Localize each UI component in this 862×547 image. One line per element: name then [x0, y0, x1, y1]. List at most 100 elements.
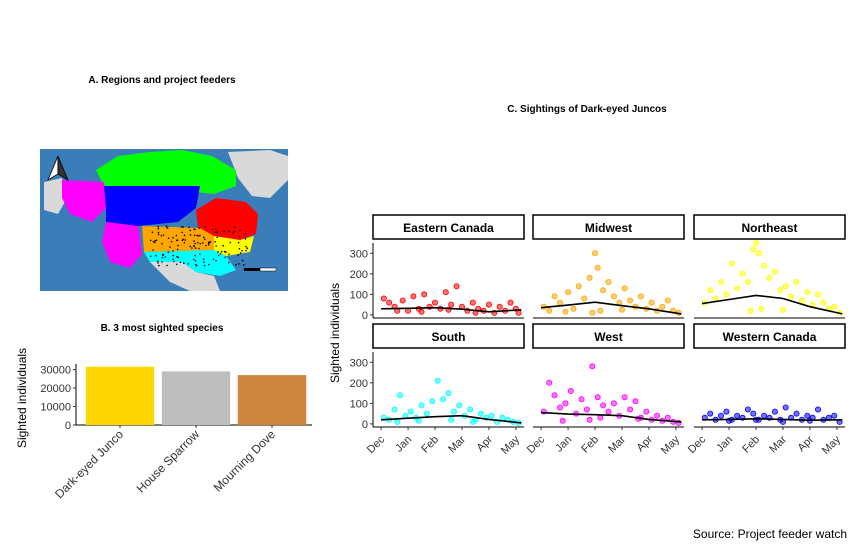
- feeder-point: [198, 227, 201, 229]
- feeder-point: [204, 226, 207, 228]
- data-point: [600, 287, 607, 294]
- feeder-point: [189, 229, 192, 232]
- panel-b: B. 3 most sighted species Sighted indivi…: [15, 323, 312, 501]
- facet-label: South: [432, 330, 466, 344]
- data-point: [798, 297, 805, 304]
- y-tick-label: 30000: [40, 365, 71, 377]
- feeder-point: [183, 234, 186, 237]
- data-point: [820, 299, 827, 306]
- facet-label: Western Canada: [723, 330, 817, 344]
- facet-strip: [372, 323, 525, 349]
- feeder-point: [228, 230, 230, 233]
- feeder-point: [214, 228, 217, 230]
- feeder-point: [157, 227, 160, 230]
- feeder-point: [238, 247, 241, 250]
- x-tick-label: Feb: [419, 434, 441, 456]
- facet-strip: [532, 323, 685, 349]
- y-tick-label: 100: [350, 289, 368, 301]
- region-northeast: [214, 236, 254, 256]
- facet-western-canada: Western Canada Dec Jan Feb Mar Apr May: [686, 323, 846, 457]
- feeder-point: [223, 230, 226, 233]
- data-point: [831, 412, 838, 419]
- feeder-point: [222, 244, 224, 247]
- feeder-point: [233, 231, 236, 233]
- feeder-point: [172, 254, 175, 257]
- data-point: [632, 398, 639, 405]
- feeder-point: [243, 264, 245, 266]
- data-point: [386, 299, 393, 306]
- feeder-point: [225, 251, 227, 253]
- feeder-point: [228, 253, 230, 256]
- feeder-point: [197, 241, 199, 244]
- facet-strip: [693, 214, 846, 240]
- data-point: [637, 293, 644, 300]
- panel-a-title: A. Regions and project feeders: [88, 75, 236, 86]
- feeder-point: [237, 241, 240, 244]
- data-point: [605, 408, 612, 415]
- data-point: [434, 377, 441, 384]
- feeder-point: [172, 258, 174, 261]
- feeder-point: [194, 247, 197, 249]
- data-point: [448, 416, 455, 423]
- x-tick-label: Feb: [579, 434, 601, 456]
- feeder-point: [175, 234, 178, 237]
- x-tick-label: May: [659, 433, 683, 457]
- facet-strip: [532, 214, 685, 240]
- data-point: [744, 406, 751, 413]
- data-point: [747, 307, 754, 314]
- data-point: [551, 392, 558, 399]
- feeder-point: [166, 264, 168, 267]
- feeder-point: [209, 241, 211, 243]
- data-point: [659, 303, 666, 310]
- feeder-point: [155, 239, 158, 241]
- trend-line: [702, 417, 843, 422]
- data-point: [559, 417, 566, 424]
- data-point: [594, 264, 601, 271]
- x-tick-label: Feb: [740, 434, 762, 456]
- data-point: [610, 400, 617, 407]
- data-point: [793, 410, 800, 417]
- panel-b-y-axis-label: Sighted individuals: [15, 348, 29, 448]
- region-eastern-canada: [196, 198, 258, 240]
- data-point: [750, 410, 757, 417]
- feeder-point: [188, 226, 190, 229]
- feeder-point: [194, 260, 197, 262]
- x-tick-label: Dark-eyed Junco: [52, 427, 126, 501]
- y-tick-label: 200: [350, 269, 368, 281]
- feeder-point: [172, 250, 174, 252]
- data-point: [771, 268, 778, 275]
- data-point: [442, 289, 449, 296]
- feeder-point: [202, 236, 205, 238]
- data-point: [410, 293, 417, 300]
- feeder-point: [175, 263, 178, 266]
- data-point: [804, 289, 811, 296]
- feeder-point: [189, 234, 192, 236]
- feeder-point: [181, 231, 183, 234]
- feeder-point: [202, 242, 204, 244]
- feeder-point: [199, 243, 201, 245]
- facet-eastern-canada: Eastern Canada 0 100 200 300: [350, 214, 525, 322]
- feeder-point: [161, 261, 163, 263]
- feeder-point: [207, 244, 210, 246]
- data-point: [445, 390, 452, 397]
- feeder-point: [198, 247, 200, 250]
- region-south: [144, 250, 236, 276]
- feeder-point: [157, 231, 160, 234]
- data-point: [597, 307, 604, 314]
- data-point: [597, 414, 604, 421]
- data-point: [621, 394, 628, 401]
- feeder-point: [167, 237, 170, 239]
- feeder-point: [162, 253, 164, 256]
- panel-c: C. Sightings of Dark-eyed Juncos Sighted…: [328, 104, 846, 457]
- bar-chart: 0 10000 20000 30000 Dark-eyed Junco House Spa…: [40, 364, 312, 501]
- data-point: [423, 410, 430, 417]
- feeder-point: [224, 256, 226, 259]
- data-point: [753, 239, 760, 246]
- feeder-point: [194, 242, 196, 245]
- feeder-point: [193, 234, 196, 237]
- bar: [237, 375, 307, 425]
- facet-label: Northeast: [741, 221, 797, 235]
- feeder-point: [202, 258, 205, 261]
- y-tick-label: 10000: [40, 402, 71, 414]
- x-tick-label: Dec: [365, 433, 388, 456]
